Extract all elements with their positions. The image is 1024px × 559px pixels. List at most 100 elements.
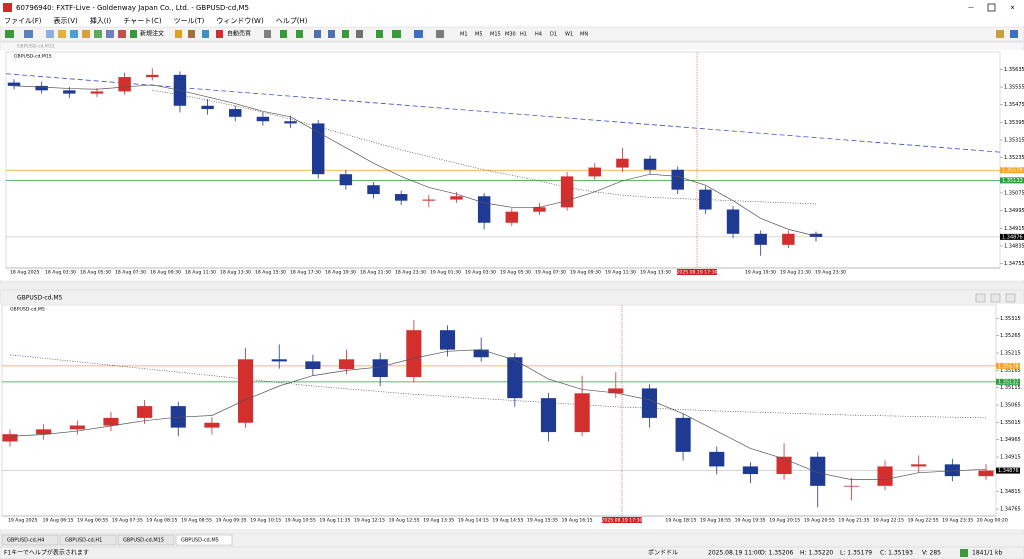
candle-body [671,169,684,190]
candle-body [944,464,960,477]
y-tick-label: 1.34835 [1004,243,1024,249]
timeframe-button[interactable]: MN [580,32,588,38]
menu-item[interactable]: ファイル(F) [4,17,42,25]
timeframe-button[interactable]: M30 [505,32,516,38]
x-tick-label: 19 Aug 23:30 [815,270,846,276]
x-tick-label: 19 Aug 11:30 [605,270,636,276]
icon[interactable] [296,30,303,38]
tab[interactable] [117,534,175,546]
tab-label[interactable]: GBPUSD-cd,M5 [181,538,219,544]
icon[interactable] [5,30,14,38]
icon[interactable] [376,30,383,38]
candle-body [978,470,994,477]
toolbar-label[interactable]: 新規注文 [140,30,164,38]
icon[interactable] [414,30,423,38]
x-tick-label: 18 Aug 23:30 [395,270,426,276]
icon[interactable] [46,30,54,38]
status-low: L: 1.35179 [840,550,872,557]
tab-label[interactable]: GBPUSD-cd,M15 [123,538,164,544]
maximize-button[interactable] [987,3,996,12]
tab[interactable] [59,534,117,546]
crosshair-time-tag [677,269,717,275]
timeframe-button[interactable]: W1 [565,32,573,38]
candle-body [754,233,767,245]
x-tick-label: 19 Aug 18:55 [700,518,731,524]
candle-body [118,77,131,92]
icon[interactable] [175,30,182,38]
icon[interactable] [1010,30,1018,38]
price-level-tag [1000,177,1024,184]
toolbar-label[interactable]: 自動売買 [227,30,251,38]
timeframe-button[interactable]: M1 [460,32,468,38]
y-tick-label: 1.35315 [1004,137,1024,143]
crosshair-time-label: 2025.08.19 17:30 [676,270,717,276]
icon[interactable] [202,30,209,38]
x-tick-label: 19 Aug 11:35 [319,518,350,524]
candle-body [339,174,353,186]
candle-body [35,85,48,91]
menu-item[interactable]: ウィンドウ(W) [216,17,264,25]
current-price-tag [1000,233,1024,240]
window-button[interactable] [990,293,1001,303]
icon[interactable] [314,30,321,38]
tab[interactable] [175,534,233,546]
menu-item[interactable]: 挿入(I) [90,16,112,25]
icon[interactable] [264,30,271,38]
x-tick-label: 18 Aug 09:30 [150,270,181,276]
icon[interactable] [280,30,287,38]
menu-item[interactable]: ヘルプ(H) [276,17,308,25]
tabs: GBPUSD-cd,H4 GBPUSD-cd,H1 GBPUSD-cd,M15 GBP… [1,534,233,546]
icon[interactable] [216,30,223,38]
y-tick-label: 1.35315 [1000,316,1021,322]
minimize-button[interactable]: — [968,5,974,12]
x-tick-label: 18 Aug 13:30 [220,270,251,276]
y-tick-label: 1.34815 [1000,489,1021,495]
close-button[interactable]: ✕ [1010,5,1015,12]
timeframe-button[interactable]: M15 [490,32,501,38]
price-level-tag [996,378,1020,385]
price-level-label: 1.35178 [998,363,1019,369]
x-tick-label: 19 Aug 05:30 [500,270,531,276]
x-tick-label: 18 Aug 15:30 [255,270,286,276]
icon[interactable] [342,30,349,38]
icon[interactable] [188,30,195,38]
candle-body [726,209,740,234]
icon[interactable] [392,30,401,38]
icon[interactable] [94,30,102,38]
candle-body [256,116,270,122]
moving-average [13,84,817,237]
icon[interactable] [82,30,90,38]
price-level-label: 1.35132 [1002,178,1023,184]
icon[interactable] [58,30,66,38]
window-button[interactable] [1005,293,1016,303]
candle-body [477,196,491,223]
chart-area [0,304,1024,529]
icon[interactable] [328,30,335,38]
icon[interactable] [70,30,78,38]
menu-item[interactable]: チャート(C) [123,17,162,25]
window-button[interactable] [975,293,986,303]
candle-body [675,417,691,452]
tab[interactable] [1,534,59,546]
symbol-label: GBPUSD-cd,M5 [10,307,45,313]
toolbar [0,26,1024,42]
icon[interactable] [130,30,137,38]
icon[interactable] [106,30,114,38]
menu: ファイル(F) 表示(V) 挿入(I) チャート(C) ツール(T) ウィンドウ(W) ヘル… [4,16,308,25]
timeframe-button[interactable]: M5 [475,32,483,38]
icon[interactable] [356,30,363,38]
tab-label[interactable]: GBPUSD-cd,H4 [7,538,44,544]
menu-item[interactable]: ツール(T) [174,17,205,25]
timeframe-button[interactable]: H4 [535,32,542,38]
x-tick-label: 19 Aug 01:30 [430,270,461,276]
icon[interactable] [436,30,444,38]
candle-body [137,406,153,418]
timeframe-button[interactable]: D1 [550,32,557,38]
icon[interactable] [24,30,33,38]
timeframe-button[interactable]: H1 [520,32,527,38]
icon[interactable] [118,30,126,38]
menu-item[interactable]: 表示(V) [54,16,79,25]
icon[interactable] [996,30,1004,38]
tab-label[interactable]: GBPUSD-cd,H1 [65,538,102,544]
x-tick-label: 20 Aug 00:20 [977,518,1008,524]
